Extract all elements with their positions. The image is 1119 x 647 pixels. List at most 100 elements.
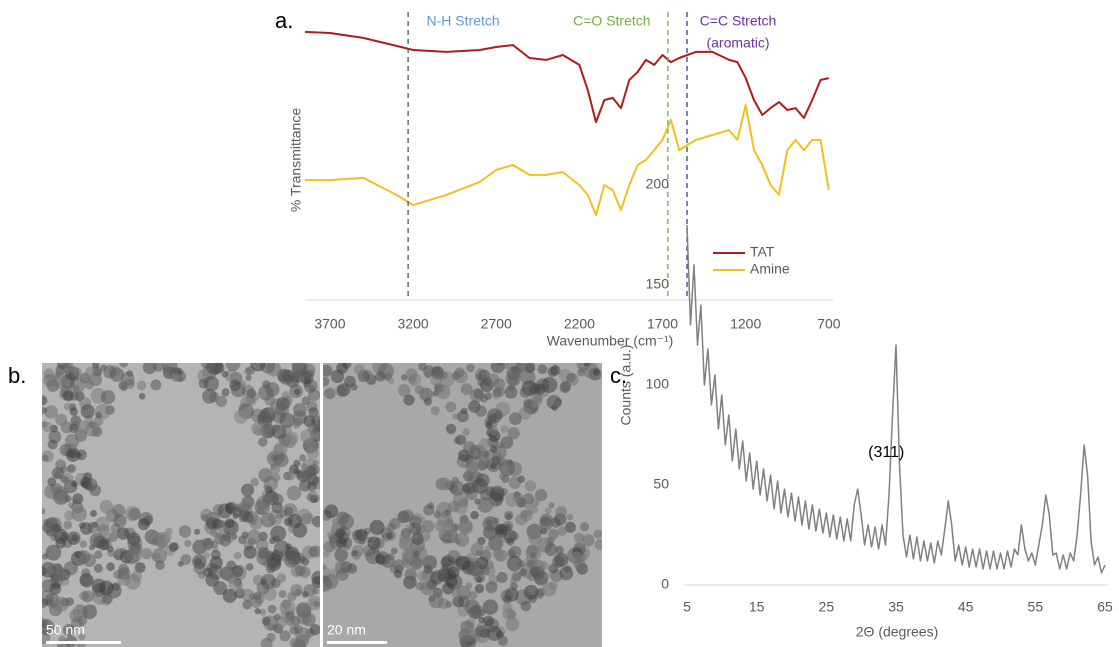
particle xyxy=(71,506,87,522)
scale-bar-label: 20 nm xyxy=(327,622,366,638)
y-axis-label: Counts (a.u.) xyxy=(618,345,634,426)
x-tick-label: 35 xyxy=(888,599,904,615)
particle xyxy=(284,506,294,516)
particle xyxy=(537,364,548,374)
particle xyxy=(438,477,452,491)
particle xyxy=(414,385,424,395)
particle xyxy=(71,534,79,542)
x-tick-label: 3700 xyxy=(314,316,345,332)
particle xyxy=(225,363,241,372)
particle xyxy=(550,365,561,376)
particle xyxy=(79,540,88,548)
annotation-label: N-H Stretch xyxy=(427,13,500,29)
particle xyxy=(100,390,116,405)
particle xyxy=(411,532,424,546)
particle xyxy=(276,397,290,411)
particle xyxy=(582,534,595,547)
particle xyxy=(475,405,487,418)
particle xyxy=(470,542,484,557)
particle xyxy=(52,566,68,582)
particle xyxy=(271,424,281,433)
particle xyxy=(543,572,551,579)
particle xyxy=(393,569,403,579)
particle xyxy=(250,363,266,372)
x-axis-label: 2Θ (degrees) xyxy=(856,624,938,640)
x-tick-label: 45 xyxy=(958,599,974,615)
particle xyxy=(155,560,165,570)
particle xyxy=(510,582,518,590)
particle xyxy=(293,459,301,467)
x-tick-label: 1700 xyxy=(647,316,678,332)
particle xyxy=(77,551,87,560)
particle xyxy=(116,527,130,540)
particle xyxy=(437,568,449,579)
particle xyxy=(81,480,88,488)
particle xyxy=(64,363,73,369)
particle xyxy=(496,572,508,583)
particle xyxy=(367,536,381,550)
particle xyxy=(422,520,435,533)
particle xyxy=(91,521,98,528)
particle xyxy=(477,379,484,387)
panel-label: c. xyxy=(610,363,627,388)
x-tick-label: 2200 xyxy=(564,316,595,332)
particle xyxy=(312,587,320,595)
x-tick-label: 25 xyxy=(819,599,835,615)
particle xyxy=(336,511,350,525)
particle xyxy=(583,363,590,367)
particle xyxy=(355,528,368,542)
particle xyxy=(253,591,262,600)
particle xyxy=(523,398,533,408)
particle xyxy=(150,379,162,391)
particle xyxy=(242,511,254,523)
particle xyxy=(486,625,502,641)
particle xyxy=(458,449,470,462)
particle xyxy=(229,379,241,392)
particle xyxy=(485,544,492,552)
particle xyxy=(53,597,69,612)
particle xyxy=(95,412,102,419)
particle xyxy=(453,437,461,444)
particle xyxy=(548,502,555,509)
y-tick-label: 0 xyxy=(661,576,669,592)
particle xyxy=(178,525,192,538)
panel-label: a. xyxy=(275,8,293,33)
particle xyxy=(258,437,268,447)
particle xyxy=(504,587,519,602)
particle xyxy=(222,588,237,603)
particle xyxy=(142,363,157,375)
y-tick-label: 100 xyxy=(646,376,670,392)
particle xyxy=(484,392,492,400)
particle xyxy=(44,405,58,419)
particle xyxy=(525,545,542,562)
particle xyxy=(502,602,513,613)
particle xyxy=(246,388,257,399)
particle xyxy=(306,494,314,501)
scale-bar-label: 50 nm xyxy=(46,622,85,638)
particle xyxy=(398,384,411,397)
particle xyxy=(405,523,413,530)
particle xyxy=(89,604,97,611)
particle xyxy=(336,363,349,374)
particle xyxy=(49,582,62,595)
particle xyxy=(113,514,127,528)
particle xyxy=(266,563,276,574)
particle xyxy=(301,470,312,481)
particle xyxy=(102,593,113,605)
particle xyxy=(47,439,58,450)
particle xyxy=(375,553,386,565)
particle xyxy=(594,539,602,550)
particle xyxy=(202,537,214,550)
particle xyxy=(147,531,163,546)
particle xyxy=(566,513,574,521)
particle xyxy=(477,536,486,546)
particle xyxy=(89,373,103,387)
particle xyxy=(93,563,103,573)
particle xyxy=(455,555,471,571)
particle xyxy=(293,418,303,427)
particle xyxy=(563,565,572,574)
particle xyxy=(256,550,272,566)
particle xyxy=(162,364,172,374)
particle xyxy=(478,616,486,624)
